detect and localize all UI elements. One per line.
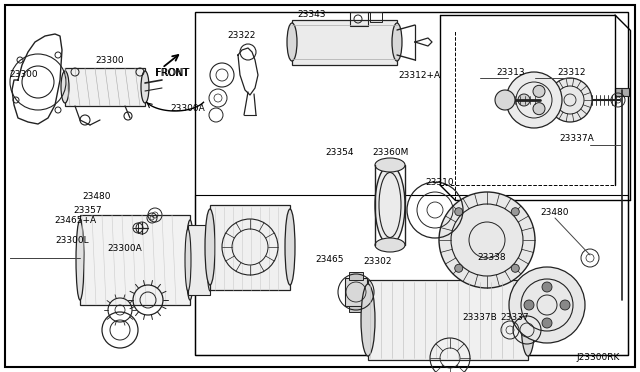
Bar [188, 225, 210, 295]
Text: 23357: 23357 [74, 205, 102, 215]
Circle shape [454, 208, 463, 216]
Text: FRONT: FRONT [155, 68, 188, 78]
Text: 23300L: 23300L [55, 235, 89, 244]
Circle shape [439, 192, 535, 288]
Text: 23465: 23465 [316, 256, 344, 264]
Bar [210, 205, 290, 290]
Text: 23480: 23480 [541, 208, 569, 217]
Text: 23337B: 23337B [463, 314, 497, 323]
Text: J23300RK: J23300RK [577, 353, 620, 362]
Ellipse shape [185, 229, 191, 291]
Circle shape [506, 72, 562, 128]
Text: 23480: 23480 [83, 192, 111, 201]
Bar [65, 68, 145, 106]
Bar [195, 195, 628, 355]
Circle shape [509, 267, 585, 343]
Text: 23300: 23300 [96, 55, 124, 64]
Text: 23300: 23300 [10, 70, 38, 78]
Ellipse shape [375, 158, 405, 172]
Circle shape [511, 208, 519, 216]
Circle shape [560, 300, 570, 310]
Ellipse shape [61, 71, 69, 103]
Ellipse shape [392, 23, 402, 61]
Ellipse shape [76, 220, 84, 300]
Text: 23337: 23337 [500, 314, 529, 323]
Text: 23465+A: 23465+A [54, 215, 96, 224]
Ellipse shape [375, 165, 405, 245]
Bar [292, 20, 397, 65]
Ellipse shape [207, 229, 213, 291]
Ellipse shape [205, 209, 215, 285]
Text: 23338: 23338 [477, 253, 506, 263]
Text: 23312: 23312 [557, 67, 586, 77]
Text: 23360M: 23360M [373, 148, 409, 157]
Text: 23312+A: 23312+A [398, 71, 440, 80]
Text: 23302: 23302 [364, 257, 392, 266]
Bar [80, 215, 190, 305]
Circle shape [542, 282, 552, 292]
Text: 23337A: 23337A [559, 134, 595, 142]
Circle shape [533, 103, 545, 115]
Circle shape [524, 300, 534, 310]
Bar [370, 12, 382, 22]
Text: 23310: 23310 [426, 177, 454, 186]
Circle shape [511, 264, 519, 272]
Ellipse shape [186, 220, 194, 300]
Circle shape [454, 264, 463, 272]
Text: 23300A: 23300A [171, 103, 205, 112]
Bar [349, 272, 363, 280]
Ellipse shape [285, 209, 295, 285]
Bar [349, 306, 363, 312]
Bar [368, 280, 528, 360]
Text: FRONT: FRONT [156, 68, 189, 78]
Text: 23354: 23354 [326, 148, 355, 157]
Bar [615, 88, 629, 96]
Circle shape [542, 318, 552, 328]
Text: 23313: 23313 [497, 67, 525, 77]
Ellipse shape [375, 238, 405, 252]
Ellipse shape [141, 71, 149, 103]
Text: 23343: 23343 [298, 10, 326, 19]
Bar [345, 278, 367, 306]
Text: 23300A: 23300A [108, 244, 142, 253]
Ellipse shape [521, 284, 535, 356]
Circle shape [548, 78, 592, 122]
Text: 23322: 23322 [228, 31, 256, 39]
Circle shape [495, 90, 515, 110]
Ellipse shape [287, 23, 297, 61]
Circle shape [533, 85, 545, 97]
Bar [195, 12, 628, 355]
Circle shape [518, 94, 530, 106]
Bar [350, 12, 368, 26]
Ellipse shape [361, 284, 375, 356]
